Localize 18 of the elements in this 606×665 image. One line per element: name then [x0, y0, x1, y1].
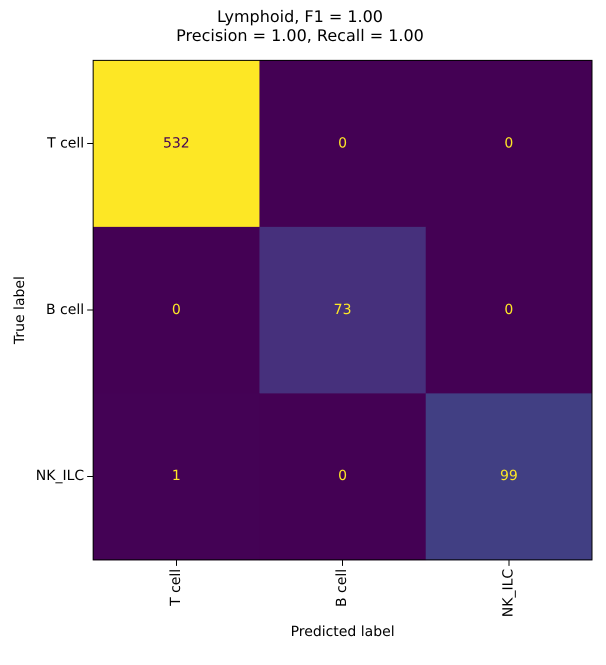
data-label: 0	[172, 302, 181, 318]
data-label: 532	[162, 135, 190, 152]
y-tick-label: B cell	[46, 302, 84, 318]
y-tick-label: T cell	[46, 135, 84, 152]
x-tick-label: B cell	[334, 568, 350, 607]
chart-title: Lymphoid, F1 = 1.00 Precision = 1.00, Recall = 1.00	[176, 6, 424, 45]
data-label: 1	[172, 468, 181, 484]
y-axis-title: True label	[12, 276, 28, 346]
data-label: 0	[338, 468, 348, 484]
data-label: 0	[504, 135, 514, 152]
y-tick-label: NK_ILC	[36, 468, 84, 484]
data-label: 0	[504, 302, 514, 318]
x-tick-label: NK_ILC	[500, 568, 516, 618]
x-axis-title: Predicted label	[290, 624, 395, 640]
data-label: 99	[500, 468, 518, 484]
x-tick-label: T cell	[168, 568, 184, 607]
data-label: 0	[338, 135, 348, 152]
data-label: 73	[334, 302, 352, 318]
